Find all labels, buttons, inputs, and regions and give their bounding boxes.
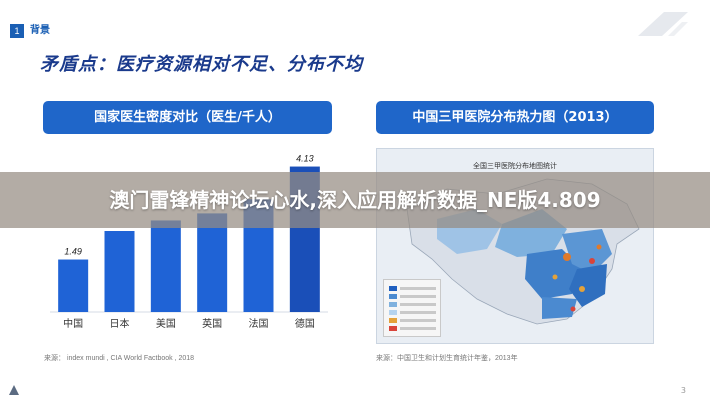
doctor-density-bar-chart: 中国 1.49 日本 美国 英国 法国 德国 4.13 (50, 154, 328, 330)
hospital-heatmap-header: 中国三甲医院分布热力图（2013） (376, 101, 654, 134)
x-tick-label-2: 美国 (156, 317, 176, 330)
map-title: 全国三甲医院分布地图统计 (473, 162, 557, 170)
right-source-note: 来源：中国卫生和计划生育统计年鉴，2013年 (376, 355, 518, 362)
x-tick-label-1: 日本 (110, 317, 130, 330)
section-label: 背景 (30, 25, 50, 36)
section-number-badge: 1 (10, 24, 24, 38)
doctor-density-header: 国家医生密度对比（医生/千人） (43, 101, 332, 134)
map-legend (383, 279, 441, 337)
data-label-5: 4.13 (296, 154, 314, 164)
data-label-0: 1.49 (64, 247, 82, 257)
left-source-note: 来源： index mundi , CIA World Factbook , 2… (44, 355, 195, 362)
x-tick-label-4: 法国 (249, 317, 269, 330)
bar-3 (197, 213, 228, 312)
x-tick-label-0: 中国 (63, 317, 83, 330)
page-number: 3 (680, 386, 686, 395)
overlay-banner (0, 172, 710, 228)
bar-0 (58, 259, 89, 312)
x-tick-label-5: 德国 (295, 317, 315, 330)
logo-mark-icon (9, 385, 19, 395)
x-tick-label-3: 英国 (202, 317, 222, 330)
corner-logo-icon (638, 12, 688, 36)
page-title: 矛盾点：医疗资源相对不足、分布不均 (40, 54, 363, 75)
bar-2 (150, 220, 181, 312)
bar-1 (104, 231, 135, 312)
overlay-headline: 澳门雷锋精神论坛心水,深入应用解析数据_NE版4.809 (109, 188, 601, 212)
